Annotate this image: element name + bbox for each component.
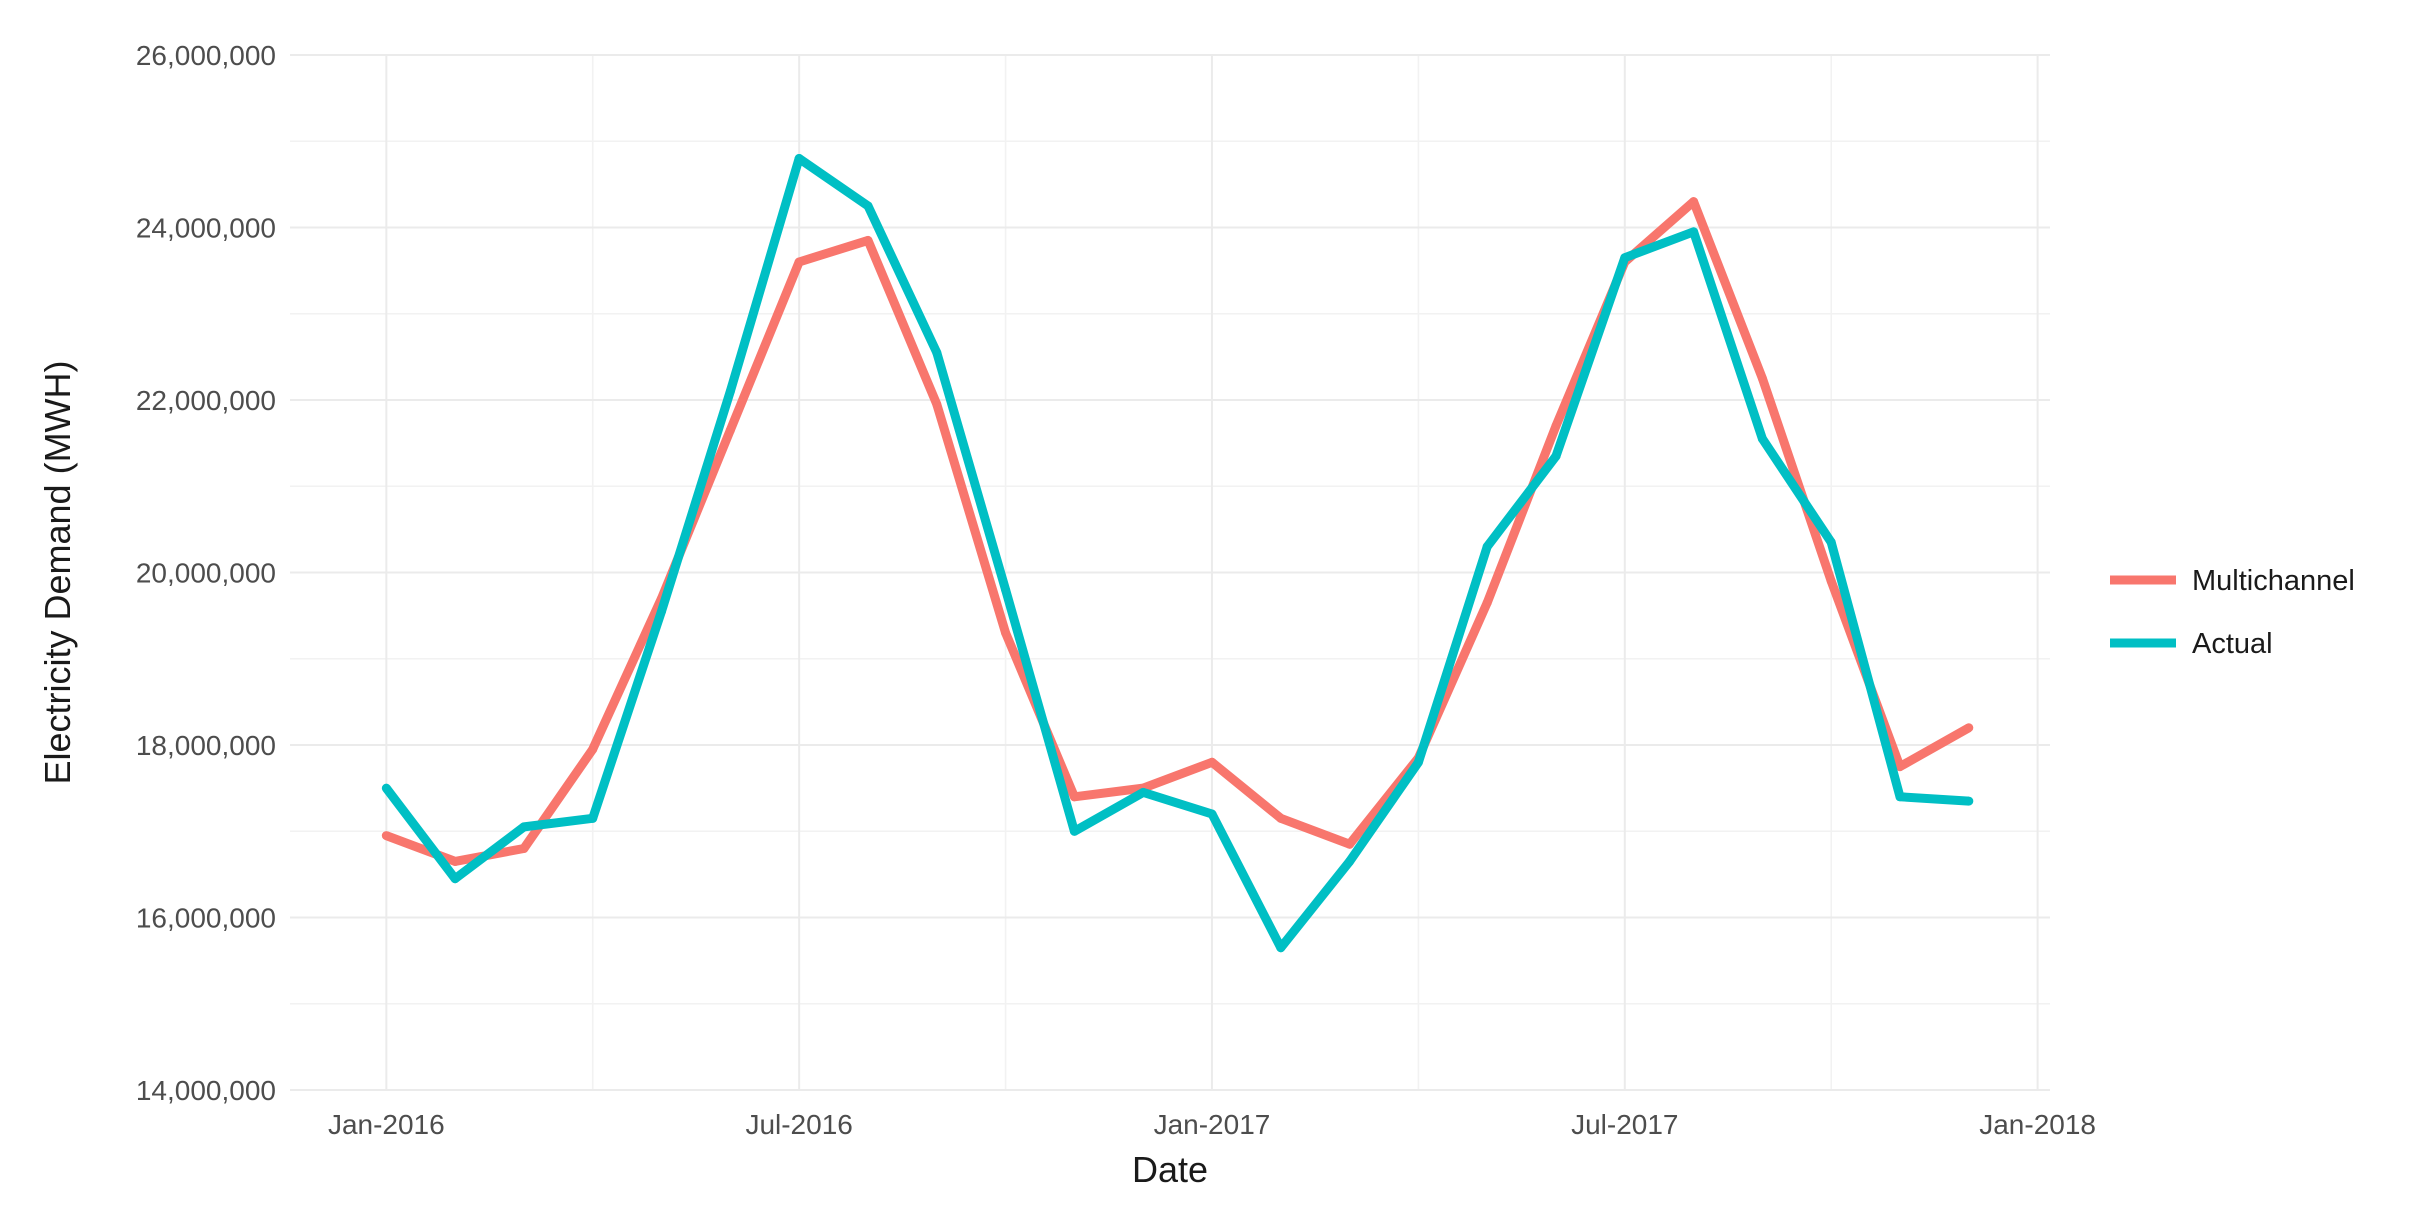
series-lines bbox=[381, 154, 1974, 953]
data-point-actual bbox=[657, 606, 667, 616]
data-point-multichannel bbox=[450, 856, 460, 866]
data-point-actual bbox=[1826, 537, 1836, 547]
x-axis-title: Date bbox=[1132, 1149, 1208, 1190]
y-tick-label: 22,000,000 bbox=[136, 385, 276, 416]
data-point-multichannel bbox=[1001, 628, 1011, 638]
data-point-actual bbox=[1895, 792, 1905, 802]
data-point-multichannel bbox=[725, 425, 735, 435]
legend: Multichannel Actual bbox=[2110, 565, 2355, 660]
data-point-actual bbox=[725, 386, 735, 396]
data-point-multichannel bbox=[1069, 792, 1079, 802]
y-axis-title: Electricity Demand (MWH) bbox=[37, 360, 78, 784]
data-point-actual bbox=[1413, 757, 1423, 767]
data-point-actual bbox=[1757, 434, 1767, 444]
data-point-actual bbox=[1345, 856, 1355, 866]
data-point-actual bbox=[1276, 943, 1286, 953]
data-point-actual bbox=[588, 813, 598, 823]
data-point-actual bbox=[794, 154, 804, 163]
data-point-multichannel bbox=[1345, 839, 1355, 849]
x-tick-label: Jan-2017 bbox=[1154, 1109, 1271, 1140]
legend-label: Multichannel bbox=[2192, 565, 2355, 597]
data-point-actual bbox=[1482, 542, 1492, 552]
data-point-multichannel bbox=[1276, 813, 1286, 823]
data-point-actual bbox=[932, 348, 942, 358]
data-point-multichannel bbox=[1964, 723, 1974, 733]
data-point-actual bbox=[1620, 253, 1630, 263]
y-tick-label: 20,000,000 bbox=[136, 558, 276, 589]
legend-label: Actual bbox=[2192, 628, 2273, 660]
data-point-multichannel bbox=[932, 399, 942, 409]
y-tick-label: 16,000,000 bbox=[136, 903, 276, 934]
data-point-actual bbox=[381, 783, 391, 793]
data-point-actual bbox=[1689, 227, 1699, 237]
data-point-actual bbox=[1001, 585, 1011, 595]
data-point-actual bbox=[519, 822, 529, 832]
data-point-multichannel bbox=[588, 744, 598, 754]
data-point-actual bbox=[1069, 826, 1079, 836]
data-point-actual bbox=[1138, 787, 1148, 797]
series-line-multichannel bbox=[384, 197, 1972, 866]
y-tick-label: 18,000,000 bbox=[136, 730, 276, 761]
data-point-multichannel bbox=[519, 844, 529, 853]
data-point-multichannel bbox=[1207, 757, 1217, 767]
series-line-actual bbox=[382, 154, 1970, 953]
y-axis: 14,000,000 16,000,000 18,000,000 20,000,000… bbox=[136, 40, 276, 1106]
data-point-multichannel bbox=[381, 831, 391, 841]
y-tick-label: 14,000,000 bbox=[136, 1075, 276, 1106]
data-point-actual bbox=[1964, 796, 1974, 806]
data-point-multichannel bbox=[1757, 373, 1767, 383]
data-point-multichannel bbox=[1689, 197, 1699, 207]
data-point-actual bbox=[1551, 451, 1561, 461]
y-tick-label: 26,000,000 bbox=[136, 40, 276, 71]
data-point-multichannel bbox=[1551, 421, 1561, 431]
y-tick-label: 24,000,000 bbox=[136, 213, 276, 244]
x-tick-label: Jan-2018 bbox=[1979, 1109, 2096, 1140]
data-point-actual bbox=[863, 201, 873, 211]
data-point-actual bbox=[1207, 809, 1217, 819]
data-point-multichannel bbox=[1826, 576, 1836, 586]
x-tick-label: Jul-2017 bbox=[1571, 1109, 1678, 1140]
x-tick-label: Jan-2016 bbox=[328, 1109, 445, 1140]
data-point-multichannel bbox=[863, 235, 873, 245]
grid bbox=[290, 54, 2050, 1091]
data-point-multichannel bbox=[794, 257, 804, 267]
x-axis: Jan-2016 Jul-2016 Jan-2017 Jul-2017 Jan-2018 bbox=[328, 1109, 2096, 1140]
data-point-multichannel bbox=[1895, 762, 1905, 772]
data-point-multichannel bbox=[1482, 598, 1492, 608]
x-tick-label: Jul-2016 bbox=[745, 1109, 852, 1140]
data-point-actual bbox=[450, 874, 460, 884]
